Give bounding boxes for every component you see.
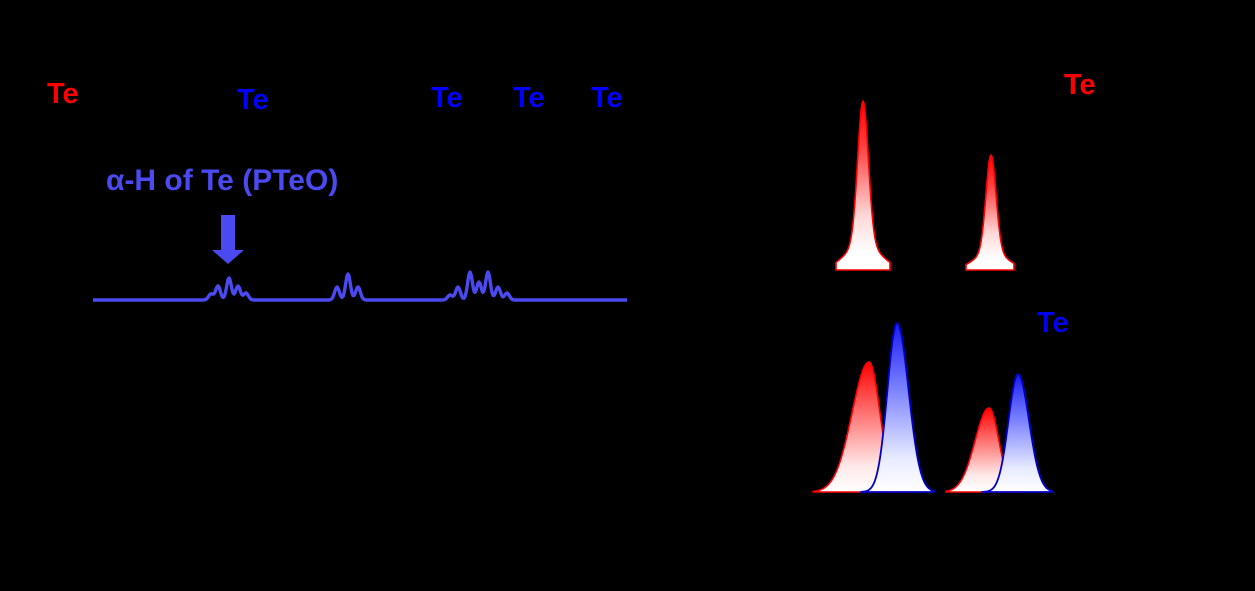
nmr-spectrum-trace: [92, 270, 628, 302]
label-te-blue-scheme-2: Te: [431, 82, 463, 114]
label-te-blue-gpc-bottom: Te: [1037, 307, 1069, 339]
label-te-blue-scheme-4: Te: [591, 82, 623, 114]
down-arrow-icon: [212, 215, 244, 264]
label-te-blue-scheme-1: Te: [237, 84, 269, 116]
gpc-traces-bottom: [812, 322, 1054, 493]
label-te-blue-scheme-3: Te: [513, 82, 545, 114]
gpc-traces-top: [835, 100, 1015, 271]
label-te-red-scheme: Te: [47, 78, 79, 110]
label-te-red-gpc-top: Te: [1064, 69, 1096, 101]
nmr-peak-annotation: α-H of Te (PTeO): [106, 164, 339, 197]
